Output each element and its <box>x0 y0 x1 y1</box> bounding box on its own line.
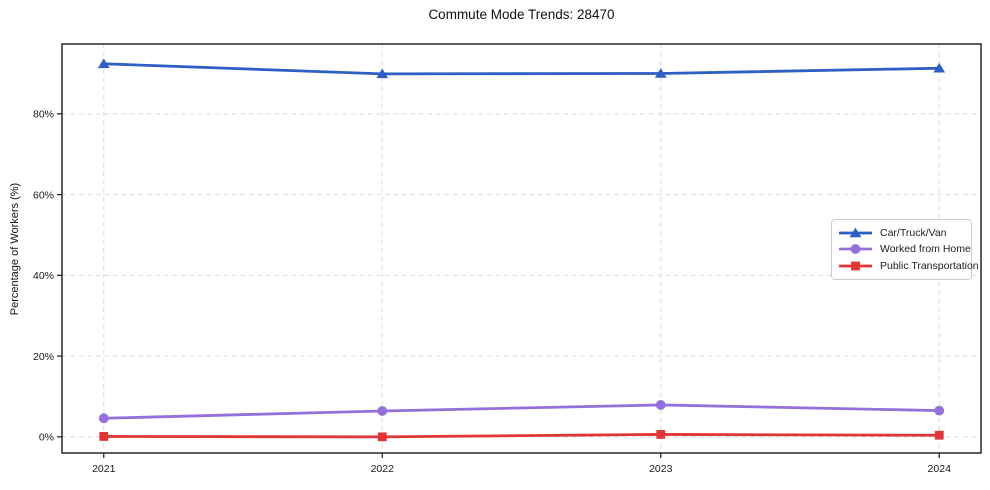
data-point-marker <box>377 406 388 416</box>
data-point-marker <box>98 413 109 424</box>
legend: Car/Truck/Van Worked from Home Public Tr… <box>831 219 979 280</box>
y-tick-label: 0% <box>39 432 54 444</box>
legend-sample-marker <box>849 227 862 238</box>
data-point-marker <box>99 432 109 441</box>
y-tick-label: 40% <box>33 270 54 282</box>
series-line <box>102 433 941 439</box>
line-square-marker-icon <box>839 261 872 271</box>
plot-border <box>61 43 982 454</box>
x-tick-label: 2023 <box>649 463 673 475</box>
chart-title: Commute Mode Trends: 28470 <box>428 7 615 22</box>
data-point-marker <box>377 432 387 442</box>
line-triangle-marker-icon <box>839 227 872 238</box>
data-point-marker <box>934 430 944 440</box>
legend-item-public-transportation: Public Transportation <box>839 258 979 274</box>
x-tick-label: 2022 <box>371 463 395 475</box>
legend-item-worked-from-home: Worked from Home <box>839 241 971 257</box>
legend-sample-marker <box>850 244 861 255</box>
x-tick-label: 2021 <box>92 463 116 475</box>
series-line <box>102 403 941 420</box>
x-tick-label: 2024 <box>928 463 952 475</box>
line-circle-marker-icon <box>839 244 872 255</box>
data-point-marker <box>654 68 667 78</box>
legend-label: Car/Truck/Van <box>880 227 947 240</box>
y-tick-label: 80% <box>33 109 54 121</box>
y-tick-label: 20% <box>33 351 54 363</box>
y-tick-label: 60% <box>33 189 54 201</box>
data-point-marker <box>655 400 666 410</box>
series-line <box>102 62 941 76</box>
data-point-marker <box>933 62 946 73</box>
data-point-marker <box>934 405 945 416</box>
legend-item-car-truck-van: Car/Truck/Van <box>839 225 964 241</box>
data-point-marker <box>376 68 389 79</box>
data-point-marker <box>656 430 666 439</box>
legend-label: Public Transportation <box>880 259 979 272</box>
data-point-marker <box>97 58 110 69</box>
legend-sample-marker <box>851 261 860 271</box>
legend-label: Worked from Home <box>880 243 971 256</box>
